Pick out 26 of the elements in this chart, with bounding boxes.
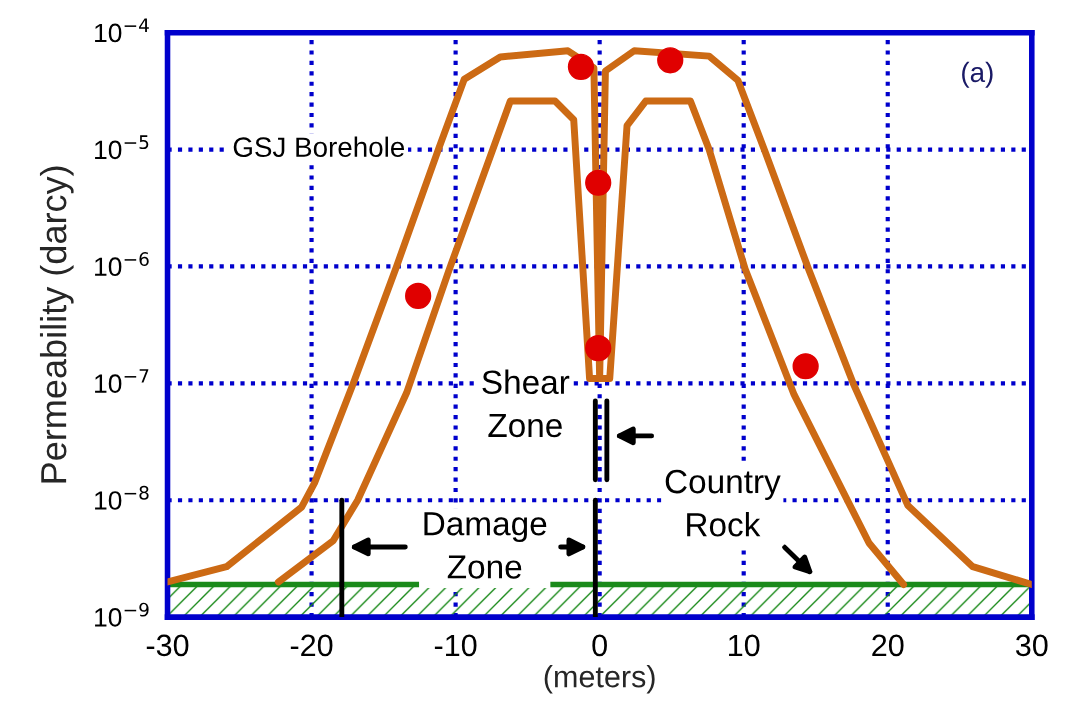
point: [657, 47, 684, 74]
x-tick-label: 0: [592, 634, 607, 657]
y-tick-label: 10$^{−5}$: [95, 135, 149, 160]
point: [792, 353, 819, 380]
point: [567, 53, 595, 80]
y-tick-label: 10$^{−6}$: [95, 251, 149, 277]
y-tick-label: 10$^{−8}$: [95, 485, 149, 510]
annotation: Shear Zone: [482, 369, 570, 438]
y-tick-label: 10$^{−4}$: [95, 18, 149, 43]
annotation: Country Rock: [665, 469, 781, 537]
x-tick-label: -30: [146, 634, 189, 657]
x-tick-label: 20: [872, 634, 904, 657]
y-axis-title: Permeability (darcy): [39, 166, 74, 483]
x-tick-label: -20: [290, 634, 333, 657]
y-tick-label: 10$^{−9}$: [95, 602, 149, 627]
point: [585, 335, 612, 362]
point: [405, 282, 432, 309]
point: [585, 169, 612, 196]
x-tick-label: -10: [434, 634, 477, 657]
x-tick-label: 30: [1015, 634, 1048, 657]
x-tick-label: 10: [729, 634, 760, 657]
annotation: (a): [962, 61, 993, 88]
y-tick-label: 10$^{−7}$: [95, 369, 149, 393]
annotation: Damage Zone: [424, 512, 547, 579]
x-axis-title: (meters): [544, 665, 655, 694]
annotation: GSJ Borehole: [233, 136, 405, 158]
